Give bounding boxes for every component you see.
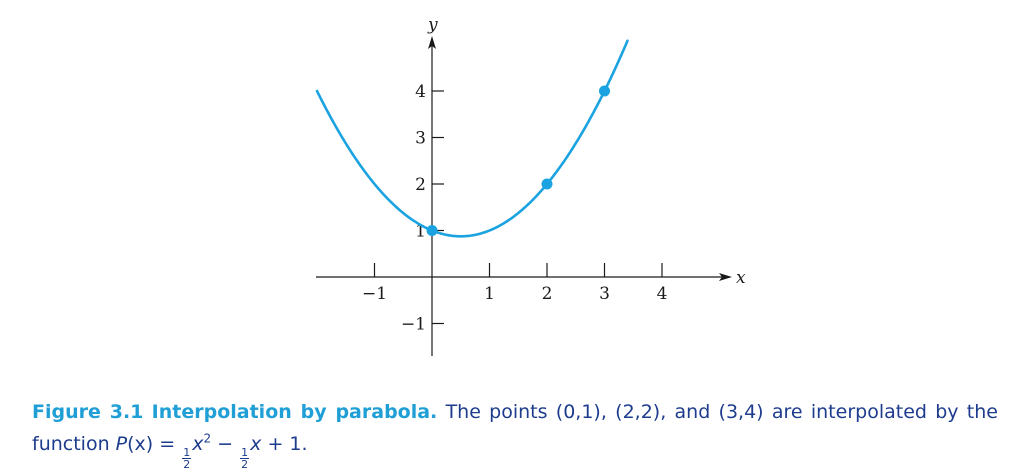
y-axis-label: y	[427, 15, 438, 35]
frac2-den: 2	[241, 458, 249, 471]
data-point-0	[426, 225, 438, 236]
y-tick-label-0: −1	[401, 315, 426, 335]
y-tick-label-1: 1	[415, 222, 426, 242]
figure-caption: Figure 3.1 Interpolation by parabola. Th…	[32, 396, 998, 470]
caption-term1-exp: 2	[203, 431, 212, 446]
x-axis-label: x	[736, 268, 746, 288]
caption-body: The points (0,1), (2,2), and (3,4) are i…	[32, 401, 998, 455]
x-tick-label-0: −1	[362, 284, 387, 304]
y-tick-label-3: 3	[415, 129, 426, 149]
caption-func-name: P	[115, 433, 128, 455]
y-axis-arrow	[428, 36, 436, 49]
x-tick-label-1: 1	[484, 284, 495, 304]
x-tick-label-4: 4	[657, 284, 668, 304]
y-tick-label-4: 4	[415, 82, 426, 102]
y-tick-label-2: 2	[415, 175, 426, 195]
x-tick-label-2: 2	[542, 284, 553, 304]
caption-term2-var: x	[250, 433, 262, 455]
caption-tail: + 1.	[267, 433, 308, 455]
x-tick-label-3: 3	[599, 284, 610, 304]
data-point-2	[599, 85, 610, 97]
axes: xy	[316, 15, 746, 356]
caption-label: Figure 3.1	[32, 401, 144, 423]
caption-func-arg: (x)	[127, 433, 154, 455]
curve-layer	[315, 39, 629, 238]
caption-minus: −	[217, 433, 234, 455]
frac1-den: 2	[183, 458, 191, 471]
parabola-curve	[315, 39, 629, 238]
frac1-num: 1	[182, 446, 192, 459]
caption-eq: =	[159, 433, 176, 455]
data-point-1	[541, 178, 553, 190]
caption-term1-var: x	[192, 433, 204, 455]
ticks: −1 1 2 3 4 −1 1 2 3 4	[362, 82, 667, 335]
frac2-num: 1	[240, 446, 250, 459]
points-layer	[426, 85, 610, 236]
x-axis-arrow	[719, 273, 732, 281]
caption-title: Interpolation by parabola.	[151, 401, 438, 423]
